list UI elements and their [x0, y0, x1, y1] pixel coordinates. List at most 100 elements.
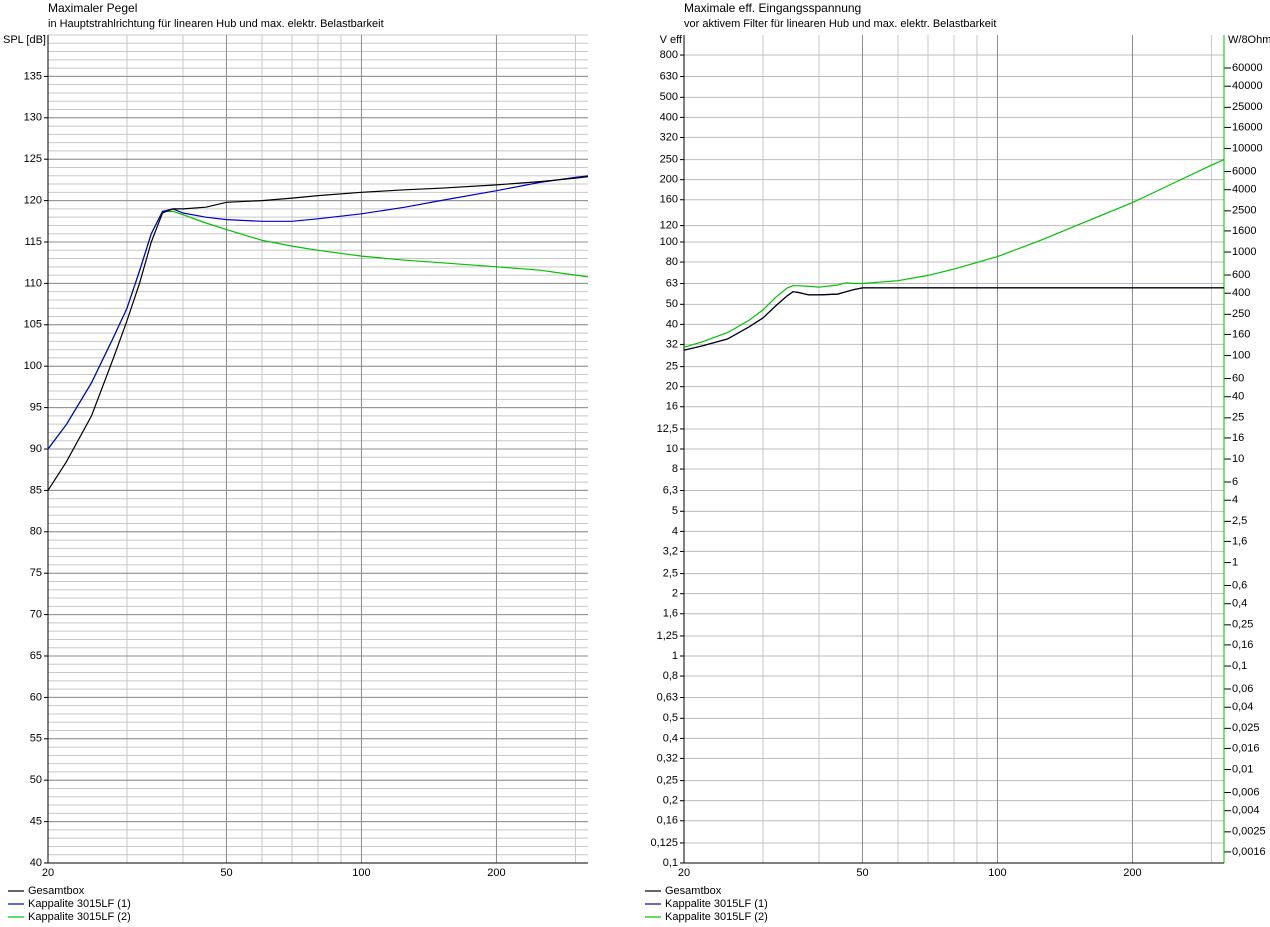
y2-tick-label: 1000: [1232, 246, 1256, 258]
y-tick-label: 100: [24, 360, 42, 372]
y2-tick-label: 0,0025: [1232, 826, 1266, 838]
y2-tick-label: 40: [1232, 391, 1244, 403]
chart-subtitle: vor aktivem Filter für linearen Hub und …: [684, 18, 996, 30]
y2-axis-label: W/8Ohm: [1228, 34, 1270, 46]
y2-tick-label: 0,016: [1232, 742, 1260, 754]
y-tick-label: 0,1: [663, 857, 678, 869]
y-tick-label: 125: [24, 153, 42, 165]
y2-tick-label: 0,0016: [1232, 846, 1266, 858]
y2-tick-label: 40000: [1232, 80, 1263, 92]
y-tick-label: 0,4: [663, 732, 678, 744]
y-tick-label: 45: [30, 816, 42, 828]
y-tick-label: 40: [666, 318, 678, 330]
y2-tick-label: 6000: [1232, 165, 1256, 177]
x-tick-label: 200: [1123, 867, 1141, 879]
x-tick-label: 20: [42, 867, 54, 879]
chart-title: Maximale eff. Eingangsspannung: [684, 1, 861, 15]
y2-tick-label: 400: [1232, 287, 1250, 299]
y-tick-label: 130: [24, 112, 42, 124]
y2-tick-label: 6: [1232, 476, 1238, 488]
y2-tick-label: 0,006: [1232, 786, 1260, 798]
y-tick-label: 8: [672, 463, 678, 475]
chart-title: Maximaler Pegel: [48, 1, 137, 15]
y-tick-label: 500: [660, 91, 678, 103]
y-tick-label: 85: [30, 484, 42, 496]
y-tick-label: 250: [660, 154, 678, 166]
y-tick-label: 5: [672, 505, 678, 517]
y-tick-label: 0,32: [657, 752, 678, 764]
y-tick-label: 10: [666, 443, 678, 455]
y2-tick-label: 0,16: [1232, 639, 1253, 651]
y-tick-label: 0,5: [663, 712, 678, 724]
y-tick-label: 120: [24, 195, 42, 207]
x-tick-label: 200: [487, 867, 505, 879]
y2-tick-label: 0,4: [1232, 598, 1247, 610]
y-tick-label: 70: [30, 609, 42, 621]
y-tick-label: 0,125: [650, 837, 678, 849]
y-tick-label: 120: [660, 220, 678, 232]
y2-tick-label: 25000: [1232, 101, 1263, 113]
y-tick-label: 60: [30, 691, 42, 703]
y2-tick-label: 1: [1232, 556, 1238, 568]
y-tick-label: 0,2: [663, 795, 678, 807]
y2-tick-label: 0,025: [1232, 722, 1260, 734]
y-tick-label: 135: [24, 70, 42, 82]
y2-tick-label: 250: [1232, 308, 1250, 320]
y2-tick-label: 10000: [1232, 142, 1263, 154]
y-tick-label: 6,3: [663, 484, 678, 496]
y-tick-label: 0,8: [663, 670, 678, 682]
y-tick-label: 50: [30, 774, 42, 786]
y-tick-label: 1,25: [657, 630, 678, 642]
y-tick-label: 55: [30, 733, 42, 745]
y-tick-label: 105: [24, 319, 42, 331]
y-tick-label: 1: [672, 650, 678, 662]
y2-tick-label: 16: [1232, 432, 1244, 444]
y2-tick-label: 600: [1232, 269, 1250, 281]
legend-label: Kappalite 3015LF (1): [665, 898, 768, 910]
y2-tick-label: 160: [1232, 328, 1250, 340]
y2-tick-label: 16000: [1232, 121, 1263, 133]
legend-label: Kappalite 3015LF (2): [665, 911, 768, 923]
y2-tick-label: 100: [1232, 349, 1250, 361]
y2-tick-label: 1600: [1232, 225, 1256, 237]
y-tick-label: 75: [30, 567, 42, 579]
y-tick-label: 400: [660, 111, 678, 123]
x-tick-label: 100: [352, 867, 370, 879]
y-tick-label: 160: [660, 194, 678, 206]
y-tick-label: 50: [666, 298, 678, 310]
y-tick-label: 95: [30, 402, 42, 414]
y-tick-label: 110: [24, 277, 42, 289]
y2-tick-label: 4000: [1232, 184, 1256, 196]
y-tick-label: 4: [672, 525, 678, 537]
series-line: [47, 175, 589, 450]
y2-tick-label: 60: [1232, 372, 1244, 384]
y2-tick-label: 2,5: [1232, 515, 1247, 527]
y-tick-label: 200: [660, 174, 678, 186]
y2-tick-label: 1,6: [1232, 535, 1247, 547]
y-tick-label: 65: [30, 650, 42, 662]
y2-tick-label: 0,06: [1232, 683, 1253, 695]
y-tick-label: 90: [30, 443, 42, 455]
series-line: [47, 176, 589, 491]
series-line: [683, 159, 1225, 348]
y2-tick-label: 10: [1232, 453, 1244, 465]
legend-label: Gesamtbox: [665, 885, 722, 897]
y-tick-label: 630: [660, 70, 678, 82]
y-tick-label: 320: [660, 131, 678, 143]
x-tick-label: 50: [856, 867, 868, 879]
y-tick-label: 2: [672, 588, 678, 600]
y-tick-label: 0,16: [657, 815, 678, 827]
y-tick-label: 25: [666, 361, 678, 373]
y-tick-label: 100: [660, 236, 678, 248]
y-tick-label: 12,5: [657, 423, 678, 435]
y-tick-label: 40: [30, 857, 42, 869]
y-tick-label: 16: [666, 401, 678, 413]
x-tick-label: 100: [988, 867, 1006, 879]
x-tick-label: 20: [678, 867, 690, 879]
y-tick-label: 1,6: [663, 608, 678, 620]
y2-tick-label: 0,04: [1232, 701, 1253, 713]
y-tick-label: 0,25: [657, 775, 678, 787]
y2-tick-label: 0,004: [1232, 805, 1260, 817]
